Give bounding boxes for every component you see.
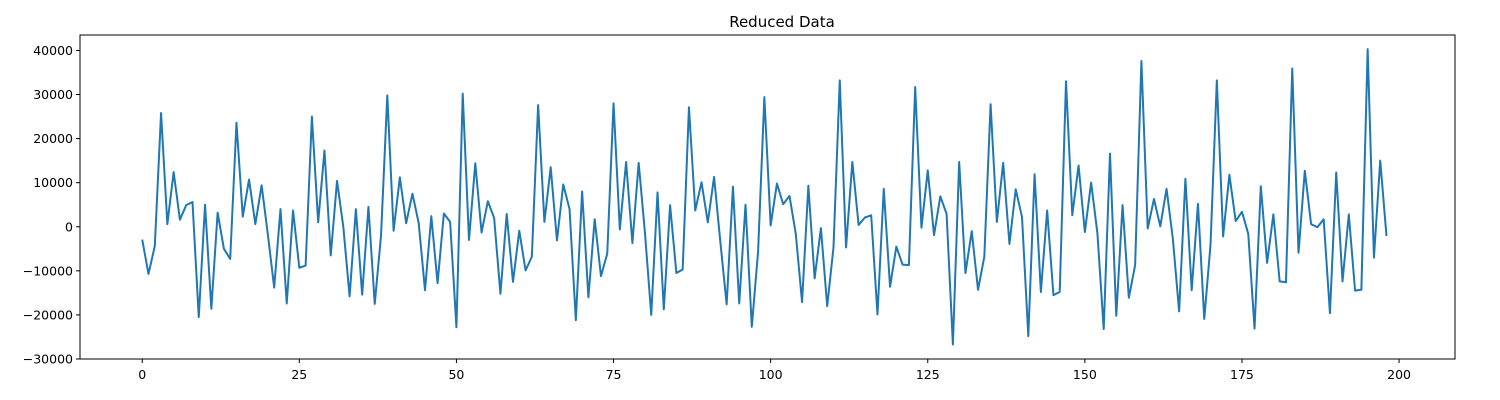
x-axis: 0 25 50 75 100 125 150 175 200 [138, 359, 1411, 382]
plot-frame [79, 34, 1456, 360]
x-tick-label: 125 [916, 367, 940, 382]
x-tick-label: 25 [291, 367, 307, 382]
y-tick-label: −10000 [23, 263, 73, 278]
x-tick-label: 100 [759, 367, 783, 382]
x-tick-label: 175 [1230, 367, 1254, 382]
y-tick-label: 40000 [33, 43, 73, 58]
chart-title: Reduced Data [729, 13, 835, 31]
y-tick-label: 10000 [33, 175, 73, 190]
series-line [141, 48, 1388, 346]
x-tick-label: 75 [606, 367, 622, 382]
y-tick-label: 0 [65, 219, 73, 234]
x-tick-label: 50 [448, 367, 464, 382]
y-tick-label: −20000 [23, 307, 73, 322]
y-tick-label: −30000 [23, 352, 73, 367]
x-tick-label: 150 [1073, 367, 1097, 382]
x-tick-label: 0 [138, 367, 146, 382]
y-tick-label: 30000 [33, 87, 73, 102]
y-tick-label: 20000 [33, 131, 73, 146]
y-axis: −30000 −20000 −10000 0 10000 20000 30000 40000 [23, 43, 80, 367]
x-tick-label: 200 [1387, 367, 1411, 382]
